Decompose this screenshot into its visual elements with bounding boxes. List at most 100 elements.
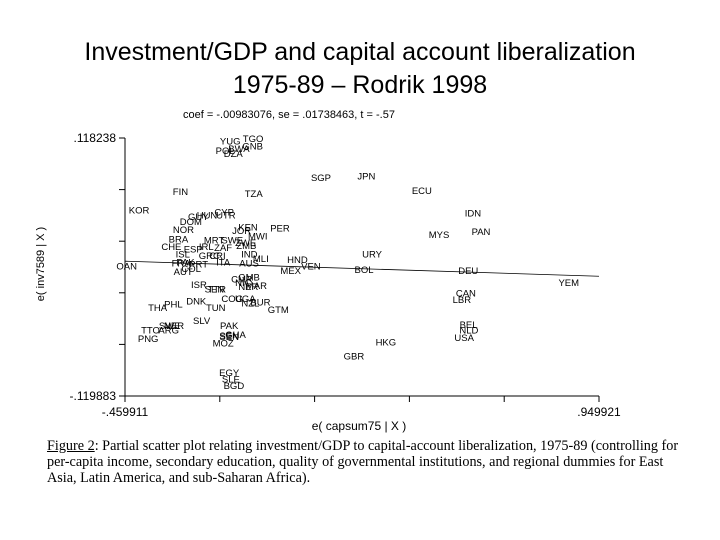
point-label: HUN <box>197 211 218 222</box>
point-label: ISR <box>191 280 207 291</box>
point-label: ITA <box>216 257 231 268</box>
y-axis-label: e( inv7589 | X ) <box>35 227 47 301</box>
point-label: ESP <box>184 244 203 255</box>
point-label: CAN <box>456 289 476 300</box>
point-label: ZWE <box>235 238 256 249</box>
point-label: PRT <box>189 259 208 270</box>
point-label: AUT <box>174 267 193 278</box>
figure-label: Figure 2 <box>47 438 95 454</box>
slide-title-line-1: Investment/GDP and capital account liber… <box>84 38 636 66</box>
slide-title-line-2: 1975-89 – Rodrik 1998 <box>232 71 488 99</box>
point-label: URY <box>362 250 383 261</box>
point-label: BRA <box>169 235 189 246</box>
x-tick-label-right: .949921 <box>577 405 621 419</box>
y-tick-label-bottom: -.119883 <box>70 389 117 403</box>
point-label: USA <box>454 333 474 344</box>
point-label: NLD <box>459 326 478 337</box>
caption-text: : Partial scatter plot relating investme… <box>47 438 679 486</box>
point-label: GHA <box>225 330 246 341</box>
point-label: SLE <box>222 374 240 385</box>
point-label: NER <box>238 282 258 293</box>
point-label: YEM <box>558 278 579 289</box>
point-label: TZA <box>245 189 264 200</box>
point-label: YUG <box>220 136 241 147</box>
x-tick-label-left: -.459911 <box>102 405 149 419</box>
point-label: SEN <box>205 284 225 295</box>
point-label: DNK <box>186 296 207 307</box>
point-label: GMB <box>238 272 260 283</box>
point-label: ISL <box>176 250 190 261</box>
point-label: HKG <box>376 337 397 348</box>
y-tick-label-top: .118238 <box>74 131 117 145</box>
plot-axes <box>124 138 599 397</box>
point-label: UTR <box>216 211 236 222</box>
point-label: THA <box>148 303 168 314</box>
point-label: FIN <box>173 187 188 198</box>
point-label: ARG <box>158 326 179 337</box>
point-label: TUN <box>206 303 226 314</box>
point-label: PAK <box>176 257 195 268</box>
point-label: ECU <box>412 186 432 197</box>
point-label: NOR <box>173 225 194 236</box>
point-label: JPN <box>357 172 375 183</box>
point-label: BOL <box>355 265 374 276</box>
point-label: SLV <box>193 316 211 327</box>
scatter-plot: coef = -.00983076, se = .01738463, t = -… <box>35 109 621 433</box>
figure-caption: Figure 2: Partial scatter plot relating … <box>47 438 687 486</box>
point-label: SGP <box>311 173 331 184</box>
axis-ticks <box>119 137 600 402</box>
point-label: ZMB <box>236 241 256 252</box>
point-label: GTM <box>268 305 289 316</box>
point-label: SWE <box>159 321 181 332</box>
point-label: PNG <box>138 334 159 345</box>
point-label: BWA <box>228 144 250 155</box>
point-label: TTR <box>208 284 227 295</box>
point-label: MWI <box>248 231 268 242</box>
point-label: POL <box>216 146 235 157</box>
point-label: BUR <box>250 297 270 308</box>
point-label: BEL <box>460 320 478 331</box>
point-label: COL <box>181 264 201 275</box>
point-label: KOR <box>129 205 150 216</box>
point-label: ZAF <box>214 243 232 254</box>
point-label: PER <box>270 224 290 235</box>
point-label: MRT <box>204 236 225 247</box>
point-label: NER <box>164 321 184 332</box>
point-label: HND <box>287 255 308 266</box>
point-label: PHL <box>164 300 182 311</box>
point-label: COG <box>221 294 243 305</box>
point-label: FRA <box>172 258 192 269</box>
point-label: DOM <box>180 217 202 228</box>
point-label: DZA <box>224 149 244 160</box>
point-label: MLI <box>253 254 269 265</box>
point-label: NZL <box>241 298 259 309</box>
point-label: EGY <box>219 368 240 379</box>
point-label: SWE <box>221 236 243 247</box>
point-label: TTO <box>141 326 160 337</box>
point-label: KEN <box>238 223 258 234</box>
point-label: PAN <box>472 227 491 238</box>
point-label: GRC <box>199 251 220 262</box>
point-label: GNB <box>242 141 263 152</box>
point-label: NIC <box>235 278 252 289</box>
point-label: GUY <box>188 212 209 223</box>
point-label: UGA <box>235 294 256 305</box>
chart-title: coef = -.00983076, se = .01738463, t = -… <box>183 109 395 121</box>
fit-line <box>124 260 600 277</box>
point-label: OAN <box>116 262 137 273</box>
x-axis-label: e( capsum75 | X ) <box>312 419 407 433</box>
point-label: VEN <box>301 262 321 273</box>
point-label: GBR <box>344 352 365 363</box>
point-label: CRI <box>209 251 225 262</box>
point-label: SEN <box>219 332 239 343</box>
point-label: MAR <box>246 281 267 292</box>
point-label: MEX <box>280 266 301 277</box>
point-label: SEN <box>219 331 239 342</box>
point-label: JOR <box>232 226 251 237</box>
point-label: MYS <box>429 230 450 241</box>
axis-tick-labels: .118238 -.119883 -.459911 .949921 <box>70 131 621 419</box>
point-label: DEU <box>458 266 478 277</box>
point-label: LBR <box>453 295 472 306</box>
point-label: CHE <box>161 242 181 253</box>
